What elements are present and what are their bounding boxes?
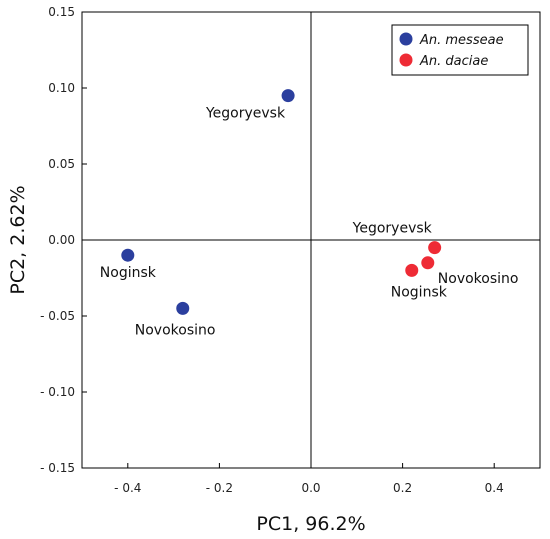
reference-lines [82,12,540,468]
y-tick-label: 0.10 [48,81,75,95]
data-point [176,301,190,315]
y-tick-label: 0.15 [48,5,75,19]
legend-box [391,24,529,76]
legend: An. messeae An. daciae [391,24,529,76]
point-label: Yegoryevsk [352,221,433,237]
legend-label: An. messeae [419,33,504,48]
x-tick-label: - 0.4 [114,481,141,495]
y-tick-label: - 0.10 [40,385,75,399]
x-tick-label: 0.4 [485,481,504,495]
data-point [428,241,442,255]
legend-label: An. daciae [419,54,488,69]
y-tick-label: - 0.05 [40,309,75,323]
y-tick-label: 0.05 [48,157,75,171]
data-points: YegoryevskNoginskNovokosinoYegoryevskNov… [100,89,519,338]
legend-marker [399,32,413,46]
x-tick-label: 0.0 [301,481,320,495]
point-label: Noginsk [100,265,157,281]
plot-frame [81,11,541,469]
y-tick-label: - 0.15 [40,461,75,475]
data-point [121,248,135,262]
data-point [421,256,435,270]
point-label: Noginsk [391,284,448,300]
data-point [405,263,419,277]
axis-ticks: - 0.4 - 0.2 0.0 0.2 0.4 0.15 0.10 0.05 0.00 - 0.0… [40,5,504,495]
legend-marker [399,53,413,67]
y-tick-label: 0.00 [48,233,75,247]
data-point [281,89,295,103]
x-tick-label: - 0.2 [206,481,233,495]
x-tick-label: 0.2 [393,481,412,495]
x-axis-title: PC1, 96.2% [256,513,365,535]
point-label: Yegoryevsk [205,106,286,122]
y-axis-title: PC2, 2.62% [7,185,29,294]
point-label: Novokosino [135,322,216,338]
point-label: Novokosino [438,271,519,287]
